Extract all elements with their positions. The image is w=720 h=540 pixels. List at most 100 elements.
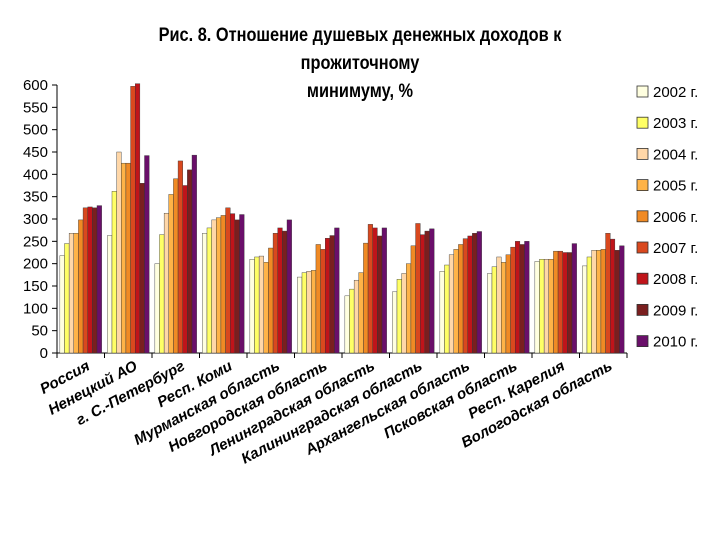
bar bbox=[301, 272, 307, 354]
bar bbox=[254, 256, 260, 354]
bar bbox=[491, 266, 497, 354]
bar bbox=[211, 219, 217, 354]
legend-swatch bbox=[636, 303, 649, 316]
legend-swatch bbox=[636, 210, 649, 223]
bar bbox=[439, 271, 445, 354]
bar bbox=[258, 255, 264, 354]
bar bbox=[107, 235, 113, 354]
bar bbox=[96, 205, 102, 354]
bar bbox=[429, 228, 435, 354]
bar bbox=[600, 249, 606, 354]
bar bbox=[453, 249, 459, 354]
legend-label: 2008 г. bbox=[653, 271, 698, 288]
bar bbox=[539, 259, 545, 354]
bar bbox=[476, 231, 482, 354]
bar bbox=[177, 160, 183, 354]
legend-label: 2006 г. bbox=[653, 209, 698, 226]
bar bbox=[329, 235, 335, 354]
legend-swatch bbox=[636, 335, 649, 348]
chart-title-line1: Рис. 8. Отношение душевых денежных доход… bbox=[158, 25, 562, 74]
y-tick-label: 100 bbox=[23, 300, 48, 317]
legend-swatch bbox=[636, 116, 649, 129]
bar bbox=[206, 227, 212, 354]
bar bbox=[225, 207, 231, 354]
bar bbox=[202, 233, 208, 354]
bar bbox=[64, 243, 70, 354]
bar bbox=[515, 241, 521, 354]
bar bbox=[182, 185, 188, 354]
bar bbox=[320, 249, 326, 354]
bar bbox=[596, 250, 602, 354]
bar bbox=[286, 219, 292, 354]
bar bbox=[553, 250, 559, 354]
legend-label: 2009 г. bbox=[653, 302, 698, 319]
bar bbox=[282, 230, 288, 354]
bar bbox=[121, 162, 127, 354]
bar bbox=[297, 276, 303, 354]
bar bbox=[487, 273, 493, 354]
bars bbox=[59, 83, 625, 354]
bar bbox=[173, 178, 179, 354]
bar bbox=[216, 217, 222, 354]
legend-swatch bbox=[636, 85, 649, 98]
bar bbox=[381, 227, 387, 354]
bar bbox=[424, 230, 430, 354]
y-tick-label: 300 bbox=[23, 211, 48, 228]
bar bbox=[125, 162, 131, 354]
bar bbox=[263, 262, 269, 354]
bar bbox=[410, 245, 416, 354]
bar bbox=[306, 271, 312, 354]
y-tick-label: 50 bbox=[31, 323, 48, 340]
bar bbox=[78, 219, 84, 354]
bar bbox=[239, 214, 245, 354]
bar bbox=[420, 234, 426, 354]
bar bbox=[277, 227, 283, 354]
bar bbox=[249, 259, 255, 354]
bar bbox=[111, 191, 117, 354]
bar bbox=[191, 154, 197, 354]
bar bbox=[586, 256, 592, 354]
bar bbox=[396, 279, 402, 354]
bar bbox=[591, 250, 597, 354]
bar bbox=[401, 273, 407, 354]
y-tick-label: 550 bbox=[23, 99, 48, 116]
bar bbox=[130, 86, 136, 354]
bar bbox=[562, 252, 568, 354]
bar bbox=[505, 254, 511, 354]
bar bbox=[272, 233, 278, 354]
bar bbox=[135, 83, 141, 354]
legend-label: 2010 г. bbox=[653, 334, 698, 351]
bar bbox=[496, 256, 502, 354]
legend-label: 2002 г. bbox=[653, 84, 698, 101]
bar bbox=[444, 264, 450, 354]
bar bbox=[87, 206, 93, 354]
bar bbox=[548, 259, 554, 354]
bar bbox=[367, 224, 373, 354]
bar bbox=[557, 250, 563, 354]
legend: 2002 г. 2003 г. 2004 г. 2005 г. 2006 г. 2007 … bbox=[636, 84, 698, 351]
y-tick-label: 250 bbox=[23, 233, 48, 250]
bar bbox=[534, 261, 540, 354]
bar bbox=[139, 183, 145, 354]
axes bbox=[52, 84, 628, 358]
bar bbox=[187, 169, 193, 354]
bar bbox=[610, 238, 616, 354]
y-tick-label: 200 bbox=[23, 256, 48, 273]
bar bbox=[234, 219, 240, 354]
bar bbox=[467, 235, 473, 354]
bar bbox=[268, 247, 274, 354]
bar bbox=[415, 223, 421, 354]
bar bbox=[510, 246, 516, 354]
legend-label: 2005 г. bbox=[653, 178, 698, 195]
y-tick-label: 500 bbox=[23, 122, 48, 139]
y-tick-label: 450 bbox=[23, 144, 48, 161]
bar bbox=[605, 233, 611, 354]
bar bbox=[73, 233, 79, 354]
y-tick-label: 0 bbox=[40, 345, 48, 362]
bar bbox=[358, 272, 364, 354]
bar bbox=[92, 207, 98, 354]
chart-title-line2: минимуму, % bbox=[306, 81, 414, 102]
bar bbox=[220, 215, 226, 354]
bar bbox=[144, 155, 150, 354]
